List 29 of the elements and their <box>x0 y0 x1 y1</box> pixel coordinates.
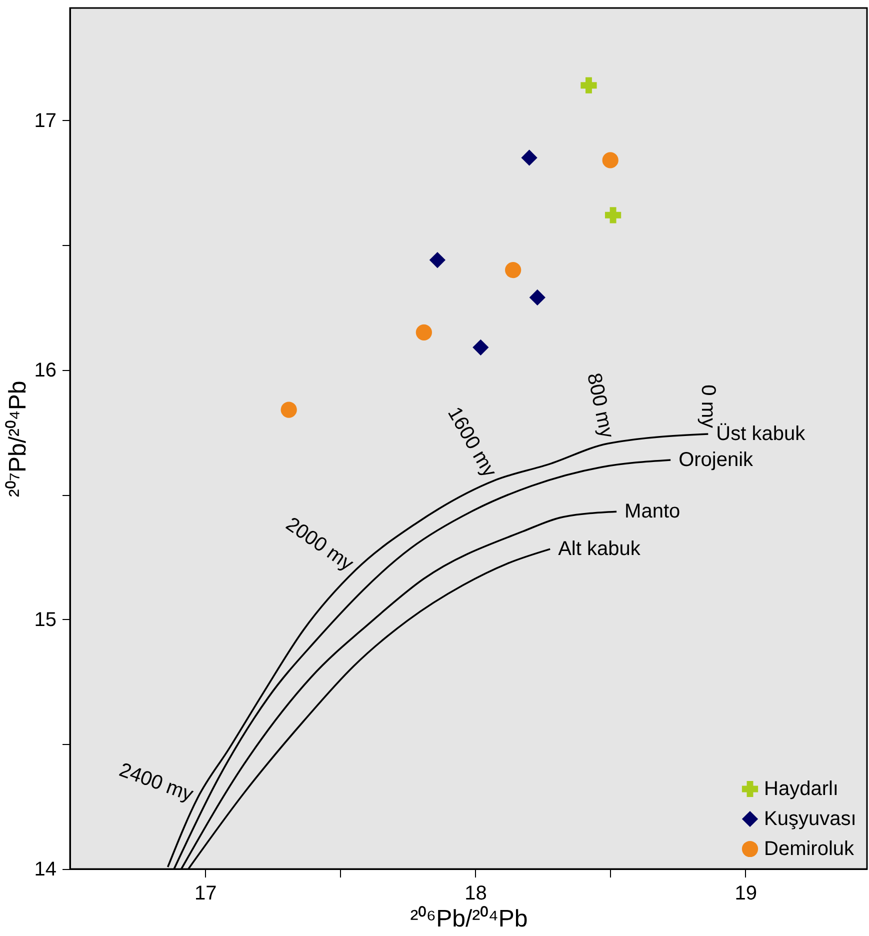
annotation: 2400 my <box>116 758 196 806</box>
x-tick-label: 18 <box>464 882 487 904</box>
point <box>472 339 489 356</box>
legend-label: Kuşyuvası <box>764 808 856 830</box>
point <box>529 289 546 306</box>
legend-label: Demiroluk <box>764 838 856 860</box>
point <box>604 207 622 224</box>
y-tick-label: 14 <box>34 858 56 880</box>
point <box>505 262 522 278</box>
point <box>416 324 432 340</box>
legend-label: Haydarlı <box>764 778 838 800</box>
annotation: 800 my <box>582 371 618 440</box>
point <box>429 252 446 268</box>
point <box>521 150 538 166</box>
x-tick-label: 19 <box>734 882 758 904</box>
point <box>602 152 618 168</box>
series-label: Manto <box>624 500 680 523</box>
point <box>280 402 297 418</box>
y-tick-label: 15 <box>34 608 56 631</box>
x-axis-title: ²⁰⁶Pb/²⁰⁴Pb <box>410 906 528 932</box>
y-tick-label: 16 <box>34 359 56 382</box>
series-label: Alt kabuk <box>558 538 642 560</box>
x-tick-label: 17 <box>194 882 217 904</box>
y-tick-label: 17 <box>34 110 56 132</box>
series-label: Orojenik <box>678 448 754 471</box>
series-label: Üst kabuk <box>716 423 806 446</box>
y-axis-title: ²⁰⁷Pb/²⁰⁴Pb <box>4 380 32 498</box>
point <box>580 77 597 94</box>
annotation: 2000 my <box>282 513 358 576</box>
